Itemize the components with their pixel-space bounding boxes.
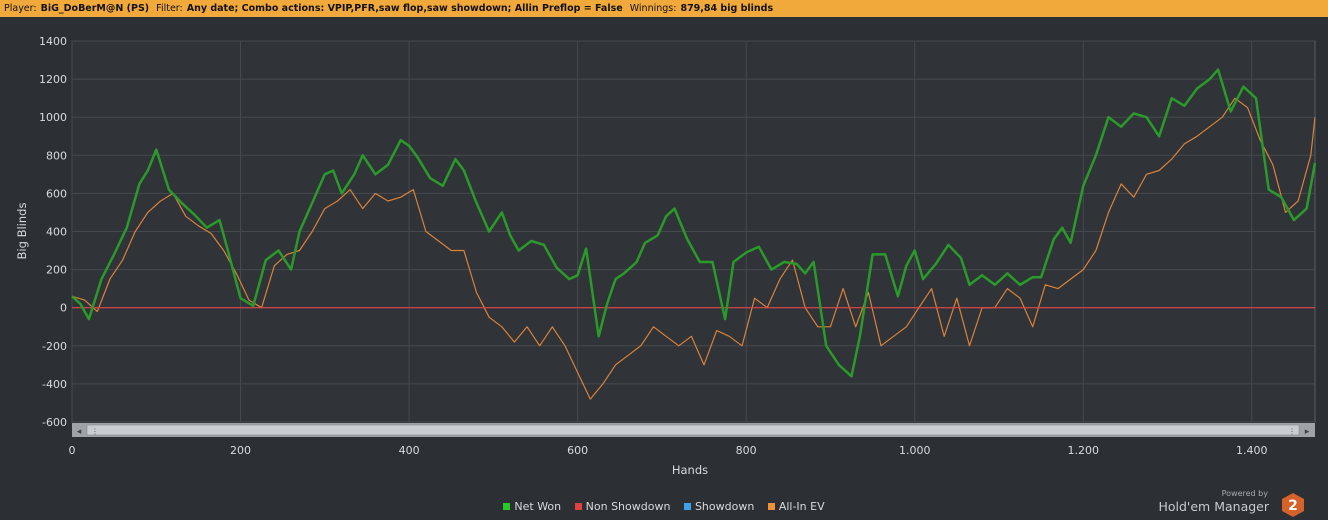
y-tick-label: 800 [46, 149, 67, 162]
x-tick-label: 200 [230, 444, 251, 457]
product-name: Hold'em Manager [1158, 499, 1269, 514]
net-won-line [71, 68, 1317, 378]
y-tick-label: 600 [46, 187, 67, 200]
legend-swatch [767, 502, 775, 510]
y-tick-label: 400 [46, 226, 67, 239]
y-tick-label: -600 [42, 416, 67, 429]
x-tick-label: 1.200 [1068, 444, 1100, 457]
filter-label: Filter: [156, 3, 183, 14]
logo-text: 2 [1288, 498, 1298, 514]
winnings-chart: -600 -400 -200 0 200 400 600 800 1000 1200 1400 0 2… [15, 35, 1317, 477]
y-tick-label: 1400 [39, 35, 67, 48]
legend-label: Non Showdown [585, 500, 671, 513]
x-tick-label: 400 [399, 444, 420, 457]
y-tick-label: -400 [42, 378, 67, 391]
legend-swatch [574, 502, 582, 510]
y-tick-label: 200 [46, 264, 67, 277]
scroll-grip-right-icon: ⋮ [1288, 427, 1296, 436]
header-bar: Player: BiG_DoBerM@N (PS) Filter: Any date… [0, 0, 1328, 17]
x-axis-label: Hands [672, 463, 708, 477]
x-tick-label: 1.000 [899, 444, 931, 457]
legend-item-net-won[interactable]: Net Won [503, 500, 561, 513]
series-lines [71, 68, 1317, 400]
gridlines [71, 40, 1315, 423]
y-tick-label: 1200 [39, 73, 67, 86]
legend-label: All-In EV [778, 500, 825, 513]
winnings-value: 879,84 big blinds [680, 3, 774, 14]
legend-label: Net Won [514, 500, 562, 513]
y-tick-label: 1000 [39, 111, 67, 124]
y-tick-label: 0 [60, 302, 67, 315]
legend-item-all-in-ev[interactable]: All-In EV [767, 500, 825, 513]
x-axis-ticks: 0 200 400 600 800 1.000 1.200 1.400 [69, 444, 1268, 457]
legend-swatch [683, 502, 691, 510]
legend-item-showdown[interactable]: Showdown [683, 500, 755, 513]
x-tick-label: 600 [567, 444, 588, 457]
player-value: BiG_DoBerM@N (PS) [40, 3, 150, 14]
x-tick-label: 0 [69, 444, 76, 457]
chart-legend: Net Won Non Showdown Showdown All-In EV [0, 500, 1328, 513]
scrollbar-thumb[interactable] [86, 424, 1300, 436]
all-in-ev-line [71, 97, 1316, 400]
y-axis-label: Big Blinds [15, 203, 29, 260]
player-label: Player: [4, 3, 37, 14]
scroll-grip-left-icon: ⋮ [91, 427, 99, 436]
winnings-label: Winnings: [629, 3, 677, 14]
powered-by-text: Powered by [1221, 489, 1268, 498]
y-tick-label: -200 [42, 340, 67, 353]
branding: Powered by Hold'em Manager 2 [1158, 489, 1306, 517]
horizontal-scrollbar[interactable]: ◂ ▸ ⋮ ⋮ [72, 423, 1315, 437]
legend-swatch [503, 502, 511, 510]
y-axis-ticks: -600 -400 -200 0 200 400 600 800 1000 1200 1400 [39, 35, 67, 429]
scroll-right-arrow-icon[interactable]: ▸ [1305, 427, 1310, 437]
hem2-logo-icon: 2 [1282, 493, 1304, 517]
scroll-left-arrow-icon[interactable]: ◂ [77, 427, 82, 437]
legend-item-non-showdown[interactable]: Non Showdown [574, 500, 671, 513]
filter-value: Any date; Combo actions: VPIP,PFR,saw fl… [186, 3, 623, 14]
x-tick-label: 1.400 [1236, 444, 1268, 457]
x-tick-label: 800 [736, 444, 757, 457]
legend-label: Showdown [694, 500, 755, 513]
